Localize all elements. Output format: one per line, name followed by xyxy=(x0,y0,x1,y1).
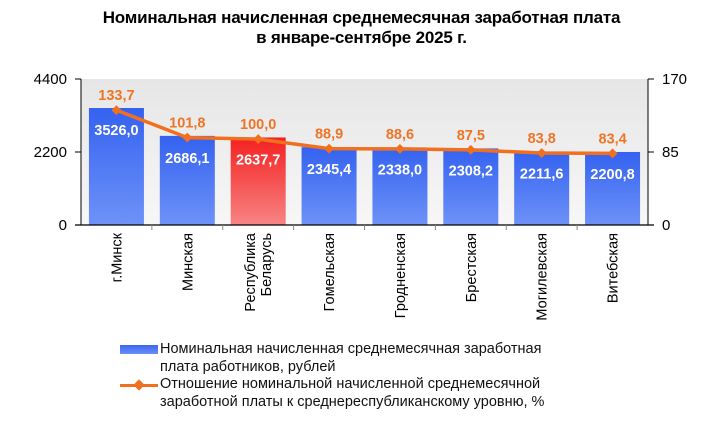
category-label: Брестская xyxy=(464,233,480,302)
legend-line-line1: Отношение номинальной начисленной средне… xyxy=(160,376,541,392)
bar-value-label: 2338,0 xyxy=(378,162,422,178)
ratio-point xyxy=(607,148,618,159)
legend-line-marker-icon xyxy=(133,379,145,391)
legend-item-bars: Номинальная начисленная среднемесячная з… xyxy=(120,341,640,376)
bar xyxy=(585,151,641,225)
ratio-point xyxy=(182,132,193,143)
y-right-tick-label: 170 xyxy=(662,71,687,88)
y-right-tick-label: 0 xyxy=(662,217,670,234)
bar-value-label: 2200,8 xyxy=(590,167,634,183)
ratio-line xyxy=(115,108,613,156)
bar xyxy=(230,137,286,225)
chart-subtitle: в январе-сентябре 2025 г. xyxy=(256,28,467,47)
y-left-tick-label: 4400 xyxy=(34,71,67,88)
bar-value-label: 2308,2 xyxy=(449,163,493,179)
category-label: Витебская xyxy=(606,233,622,303)
bar-value-label: 2637,7 xyxy=(236,152,280,168)
ratio-point xyxy=(536,148,547,158)
legend-bars-line2: плата работников, рублей xyxy=(160,358,336,375)
bar-value-label: 2686,1 xyxy=(165,151,209,167)
legend-item-line: Отношение номинальной начисленной средне… xyxy=(120,376,640,411)
ratio-point xyxy=(465,144,476,155)
ratio-value-label: 133,7 xyxy=(98,88,134,104)
category-label: Республика xyxy=(243,232,259,311)
bar xyxy=(88,108,144,225)
y-left-tick-label: 0 xyxy=(59,217,67,234)
ratio-value-label: 88,6 xyxy=(386,127,414,143)
ratio-point xyxy=(394,143,405,154)
ratio-value-label: 87,5 xyxy=(457,128,485,144)
legend: Номинальная начисленная среднемесячная з… xyxy=(120,341,640,411)
category-label: г.Минск xyxy=(109,232,125,282)
legend-bar-swatch-icon xyxy=(120,345,158,354)
legend-bars-line1: Номинальная начисленная среднемесячная з… xyxy=(160,341,542,357)
ratio-value-label: 83,4 xyxy=(598,131,626,147)
bar xyxy=(372,147,428,225)
y-left-tick-label: 2200 xyxy=(34,144,67,161)
ratio-point xyxy=(253,134,264,145)
bar xyxy=(443,148,499,225)
bar-value-label: 3526,0 xyxy=(94,123,138,139)
chart-plot: 3526,0 2686,1 2637,7 2345,4 2338,0 2308,2 2211… xyxy=(34,71,687,321)
chart-title: Номинальная начисленная среднемесячная з… xyxy=(0,8,723,48)
bar-value-label: 2345,4 xyxy=(307,162,351,178)
chart-title-line1: Номинальная начисленная среднемесячная з… xyxy=(102,8,621,27)
ratio-value-label: 101,8 xyxy=(169,116,205,132)
category-label: Могилевская xyxy=(535,233,551,321)
bar xyxy=(159,135,215,225)
ratio-value-label: 88,9 xyxy=(315,127,343,143)
category-label: Беларусь xyxy=(259,233,275,296)
ratio-point xyxy=(111,105,122,116)
category-label: Минская xyxy=(180,233,196,291)
bar xyxy=(514,151,570,225)
ratio-point xyxy=(324,143,335,154)
y-right-tick-label: 85 xyxy=(662,144,679,161)
legend-line-line2: заработной платы к среднереспубликанском… xyxy=(160,393,545,410)
ratio-value-label: 83,8 xyxy=(528,131,556,147)
bar-value-label: 2211,6 xyxy=(520,167,564,183)
ratio-value-label: 100,0 xyxy=(240,117,276,133)
category-label: Гомельская xyxy=(322,233,338,311)
bar xyxy=(301,147,357,225)
category-label: Гродненская xyxy=(393,233,409,318)
